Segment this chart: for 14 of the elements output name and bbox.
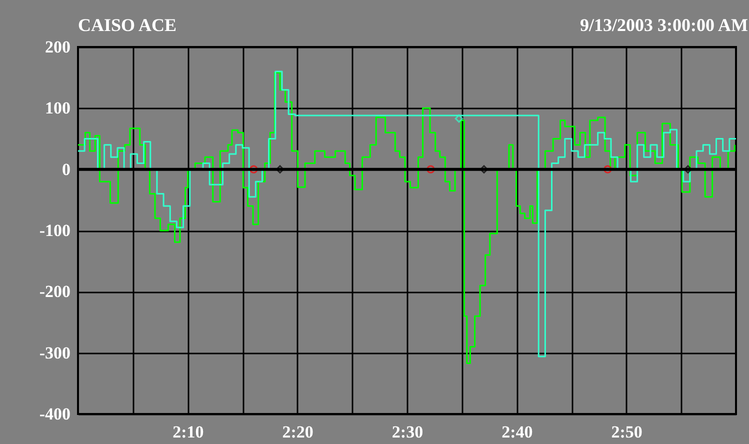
y-tick-label: -200 — [39, 282, 70, 302]
chart-subtitle: 9/13/2003 3:00:00 AM — [580, 15, 748, 35]
x-tick-label: 2:10 — [172, 422, 204, 442]
x-tick-label: 2:30 — [392, 422, 424, 442]
y-tick-label: 100 — [45, 98, 70, 118]
y-tick-label: 0 — [62, 160, 70, 179]
y-tick-label: -400 — [39, 404, 70, 424]
y-tick-label: 200 — [45, 38, 70, 56]
chart-title: CAISO ACE — [78, 15, 177, 35]
x-tick-label: 2:20 — [282, 422, 314, 442]
y-tick-label: -300 — [39, 343, 70, 362]
y-tick-label: -100 — [39, 221, 70, 240]
x-tick-label: 2:50 — [611, 422, 642, 442]
x-tick-label: 2:40 — [502, 422, 533, 442]
